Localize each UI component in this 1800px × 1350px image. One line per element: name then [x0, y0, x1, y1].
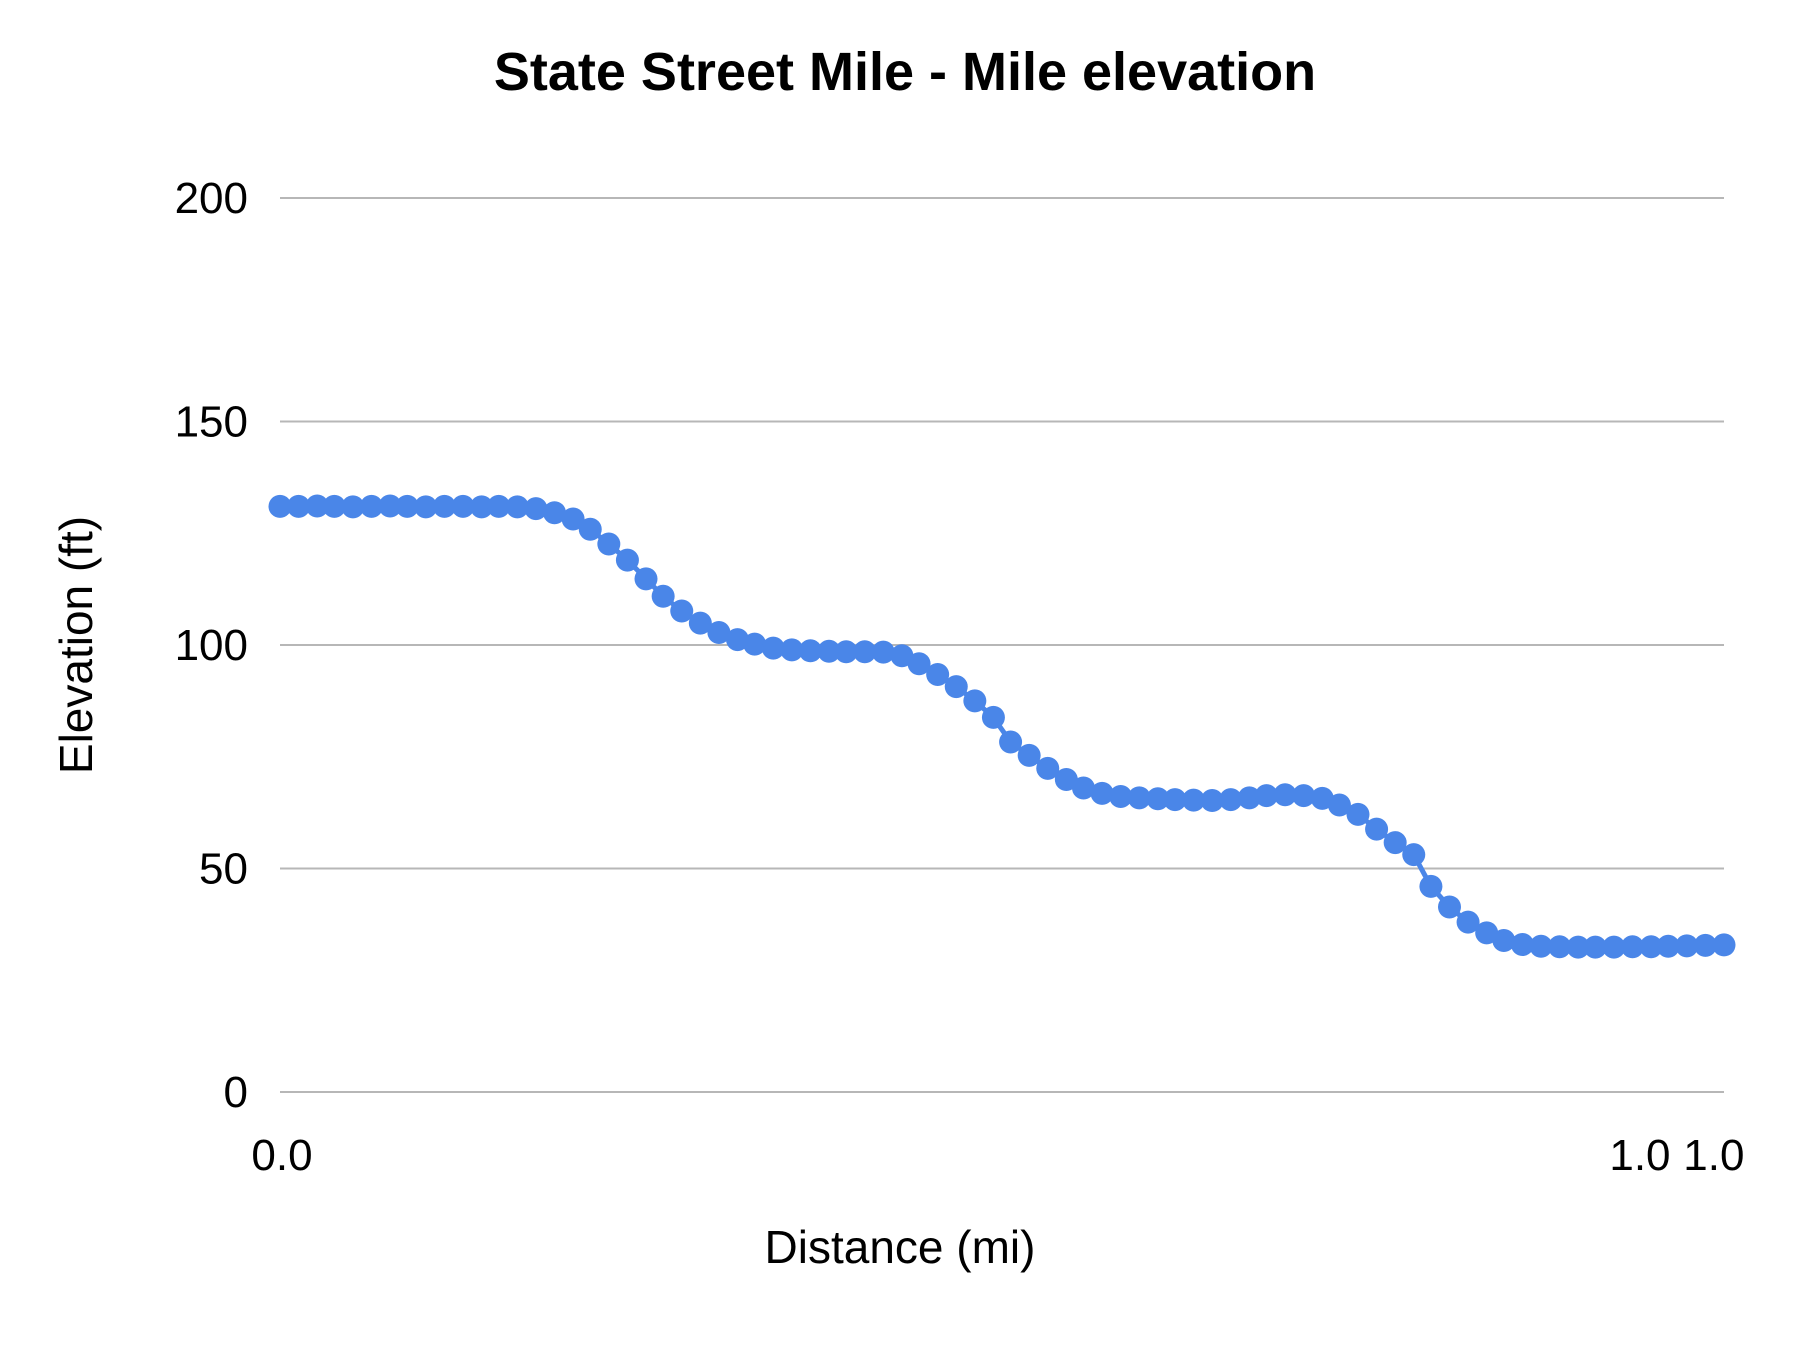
x-tick-label: 1.0 [1683, 1131, 1744, 1180]
elevation-point [1583, 935, 1607, 959]
elevation-point [1656, 934, 1680, 958]
elevation-point [1475, 921, 1499, 945]
elevation-point [268, 494, 292, 518]
elevation-point [999, 730, 1023, 754]
elevation-point [1017, 743, 1041, 767]
elevation-point [1219, 788, 1243, 812]
y-tick-label: 100 [175, 621, 248, 670]
elevation-point [1510, 932, 1534, 956]
elevation-point [1566, 935, 1590, 959]
elevation-point [907, 652, 931, 676]
elevation-point [378, 494, 402, 518]
elevation-point [360, 494, 384, 518]
elevation-point [524, 497, 548, 521]
elevation-point [890, 644, 914, 668]
elevation-point [578, 517, 602, 541]
elevation-point [487, 494, 511, 518]
elevation-point [1127, 786, 1151, 810]
elevation-point [1109, 785, 1133, 809]
elevation-point [1036, 756, 1060, 780]
elevation-point [1054, 768, 1078, 792]
x-axis-tick-labels: 0.0 1.0 1.0 [251, 1131, 1744, 1180]
elevation-series-points [268, 494, 1736, 959]
elevation-point [287, 494, 311, 518]
elevation-point [414, 495, 438, 519]
elevation-point [944, 675, 968, 699]
elevation-point [322, 494, 346, 518]
elevation-point [1254, 784, 1278, 808]
elevation-point [761, 636, 785, 660]
elevation-point [1146, 787, 1170, 811]
elevation-point [395, 494, 419, 518]
elevation-point [505, 495, 529, 519]
y-tick-label: 200 [175, 174, 248, 223]
y-tick-label: 50 [199, 845, 248, 894]
y-tick-label: 0 [224, 1068, 248, 1117]
x-axis-title: Distance (mi) [765, 1221, 1036, 1273]
elevation-point [561, 507, 585, 531]
elevation-point [926, 663, 950, 687]
elevation-point [1163, 788, 1187, 812]
elevation-point [634, 567, 658, 591]
elevation-point [1712, 933, 1736, 957]
elevation-point [1639, 935, 1663, 959]
elevation-point [1402, 843, 1426, 867]
elevation-point [1090, 781, 1114, 805]
elevation-point [963, 689, 987, 713]
elevation-point [743, 632, 767, 656]
elevation-point [1200, 789, 1224, 813]
x-tick-label: 0.0 [251, 1131, 312, 1180]
elevation-point [1273, 783, 1297, 807]
elevation-point [1383, 831, 1407, 855]
elevation-point [1620, 935, 1644, 959]
elevation-point [1456, 910, 1480, 934]
elevation-point [1292, 784, 1316, 808]
elevation-point [1529, 934, 1553, 958]
elevation-point [798, 639, 822, 663]
elevation-point [871, 640, 895, 664]
elevation-point [1675, 934, 1699, 958]
elevation-point [1693, 933, 1717, 957]
elevation-point [305, 494, 329, 518]
elevation-point [1346, 802, 1370, 826]
y-axis-tick-labels: 0 50 100 150 200 [175, 174, 248, 1117]
elevation-point [780, 638, 804, 662]
y-axis-title: Elevation (ft) [50, 516, 102, 774]
elevation-point [688, 611, 712, 635]
y-tick-label: 150 [175, 398, 248, 447]
elevation-point [470, 495, 494, 519]
elevation-point [451, 494, 475, 518]
elevation-point [1237, 786, 1261, 810]
elevation-point [981, 705, 1005, 729]
elevation-point [853, 640, 877, 664]
elevation-point [432, 494, 456, 518]
elevation-point [670, 599, 694, 623]
elevation-point [341, 495, 365, 519]
elevation-point [1419, 874, 1443, 898]
elevation-point [1071, 776, 1095, 800]
elevation-point [543, 501, 567, 525]
chart-title: State Street Mile - Mile elevation [494, 42, 1316, 102]
elevation-point [1492, 928, 1516, 952]
elevation-point [1182, 788, 1206, 812]
elevation-point [1365, 817, 1389, 841]
elevation-point [615, 548, 639, 572]
x-tick-label: 1.0 [1609, 1131, 1670, 1180]
elevation-series-line [280, 503, 1725, 950]
elevation-point [817, 639, 841, 663]
elevation-point [1548, 935, 1572, 959]
horizontal-gridlines [280, 197, 1724, 1093]
elevation-point [1602, 935, 1626, 959]
elevation-point [834, 640, 858, 664]
elevation-point [707, 620, 731, 644]
elevation-point [651, 584, 675, 608]
elevation-point [1327, 793, 1351, 817]
elevation-point [1437, 895, 1461, 919]
elevation-point [597, 532, 621, 556]
